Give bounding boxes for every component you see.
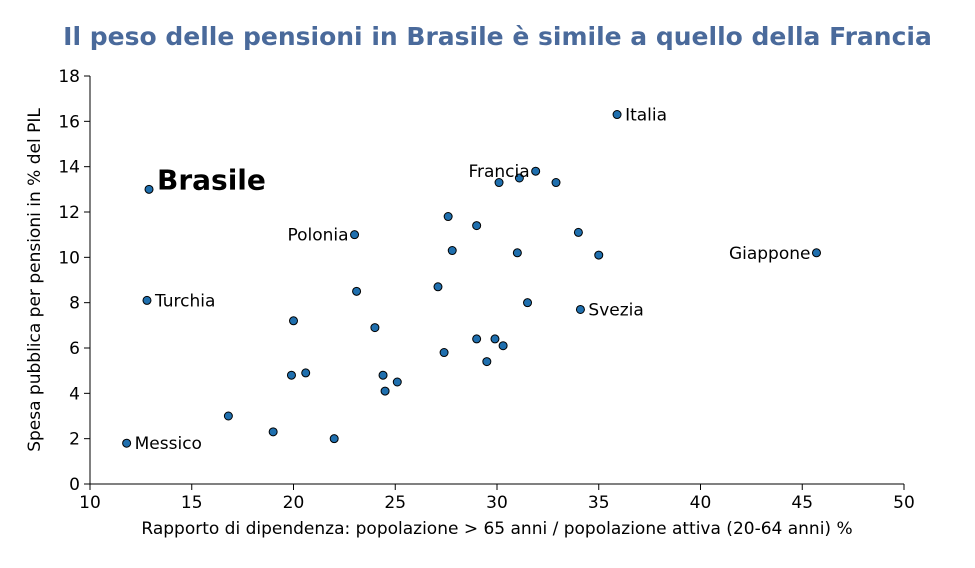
data-point [433,282,443,292]
data-point [612,110,622,120]
x-tick-label: 45 [791,493,813,513]
data-point [223,411,233,421]
data-point [523,298,533,308]
point-label: Turchia [154,291,215,311]
chart-title: Il peso delle pensioni in Brasile è simi… [63,22,932,51]
data-point [594,250,604,260]
data-point [472,221,482,231]
y-tick-label: 0 [69,475,80,495]
y-tick-label: 10 [58,248,80,268]
x-tick-label: 40 [690,493,712,513]
x-tick-label: 30 [486,493,508,513]
data-point [142,295,152,305]
y-ticks: 0 2 4 6 8 10 12 14 16 18 [58,67,90,495]
data-point [268,427,278,437]
data-point [443,212,453,222]
data-point [380,386,390,396]
point-label: Francia [468,162,529,182]
x-tick-label: 20 [283,493,305,513]
data-point [551,178,561,188]
y-tick-label: 8 [69,294,80,314]
data-point [144,184,154,194]
data-point [352,286,362,296]
data-point [392,377,402,387]
data-point [482,357,492,367]
data-point [122,438,132,448]
data-points [122,110,821,448]
data-point [531,166,541,176]
data-point [811,248,821,258]
data-point [494,178,504,188]
y-tick-label: 2 [69,430,80,450]
data-point [301,368,311,378]
y-tick-label: 4 [69,384,80,404]
x-ticks: 10 15 20 25 30 35 40 45 50 [79,484,915,513]
data-point [498,341,508,351]
y-axis-title: Spesa pubblica per pensioni in % del PIL [25,108,45,452]
data-point [378,370,388,380]
data-point [286,370,296,380]
y-tick-label: 14 [58,158,80,178]
point-label: Giappone [729,244,811,264]
point-label: Italia [625,106,667,126]
x-tick-label: 15 [181,493,203,513]
data-point [490,334,500,344]
data-point [447,246,457,256]
data-point [289,316,298,326]
axes [89,76,904,485]
data-point [439,348,449,358]
x-tick-label: 35 [588,493,610,513]
data-point [472,334,482,344]
data-point [329,434,339,444]
x-tick-label: 25 [384,493,406,513]
point-label: Messico [135,434,202,454]
y-tick-label: 12 [58,203,80,223]
point-labels: Messico Turchia Brasile Polonia Francia Svezi… [135,106,811,455]
x-tick-label: 10 [79,493,101,513]
data-point [370,323,380,333]
point-label: Svezia [588,300,643,320]
data-point [573,227,583,237]
data-point [512,248,522,258]
y-tick-label: 16 [58,112,80,132]
data-point [575,304,585,314]
data-point [514,173,524,183]
point-label: Brasile [157,163,266,196]
x-axis-title: Rapporto di dipendenza: popolazione > 65… [141,519,852,539]
y-tick-label: 18 [58,67,80,87]
x-tick-label: 50 [893,493,915,513]
data-point [350,230,360,240]
point-label: Polonia [287,226,348,246]
y-tick-label: 6 [69,339,80,359]
